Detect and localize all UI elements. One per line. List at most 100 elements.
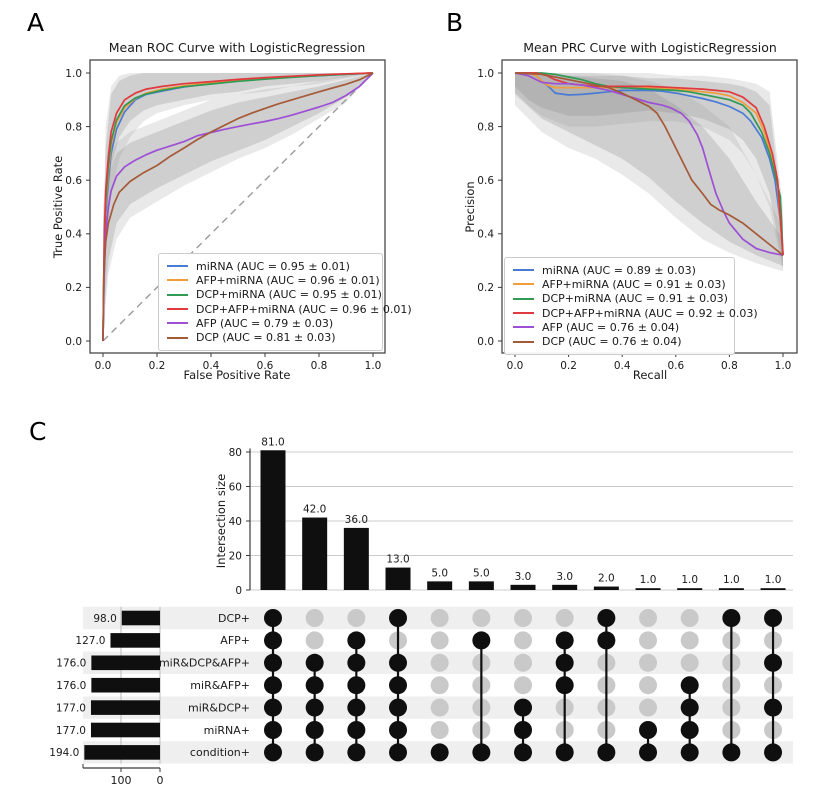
- prc-ytick-label: 0.8: [477, 121, 494, 133]
- roc-ytick-label: 0.2: [65, 282, 82, 294]
- intersection-bar: [343, 527, 369, 590]
- roc-title: Mean ROC Curve with LogisticRegression: [108, 40, 366, 55]
- matrix-dot-inactive: [430, 698, 449, 717]
- intersection-bar-label: 1.0: [640, 574, 657, 586]
- roc-legend-label: miRNA (AUC = 0.95 ± 0.01): [196, 259, 350, 273]
- matrix-dot-active: [430, 743, 449, 762]
- prc-legend-swatch: [513, 326, 534, 329]
- setsize-axis-tick-label: 100: [111, 774, 132, 787]
- intersection-bar: [427, 581, 453, 590]
- matrix-dot-inactive: [514, 609, 533, 627]
- set-size-bar: [91, 677, 160, 693]
- prc-series-line: [515, 72, 784, 256]
- matrix-dot-active: [722, 743, 741, 762]
- prc-series-line: [515, 72, 784, 256]
- prc-legend-swatch: [513, 312, 534, 315]
- matrix-dot-active: [680, 698, 699, 717]
- set-row-label: AFP+: [220, 634, 250, 647]
- intersection-ytick-label: 60: [229, 481, 242, 493]
- matrix-dot-inactive: [347, 609, 366, 627]
- prc-plot: 0.0 0.2 0.4 0.6 0.8 1.0 0.0 0.2 0.4 0.6 0.8 1.0: [477, 59, 798, 372]
- prc-legend-label: DCP+AFP+miRNA (AUC = 0.92 ± 0.03): [542, 306, 758, 320]
- matrix-dot-inactive: [514, 653, 533, 672]
- roc-xaxis-label: False Positive Rate: [183, 368, 291, 382]
- prc-confidence-band: [515, 73, 783, 272]
- set-size-bar: [90, 722, 160, 738]
- roc-xtick-label: 0.2: [149, 360, 166, 372]
- matrix-dot-inactive: [305, 631, 324, 650]
- prc-ytick-label: 1.0: [477, 68, 494, 80]
- set-size-bar: [110, 633, 160, 648]
- roc-legend-swatch: [167, 265, 188, 268]
- set-row-label: condition+: [190, 746, 250, 759]
- intersection-bar-label: 3.0: [556, 571, 573, 583]
- roc-legend-swatch: [167, 279, 188, 282]
- set-row-label: miRNA+: [204, 724, 250, 737]
- matrix-dot-active: [555, 743, 574, 762]
- matrix-dot-active: [764, 653, 783, 672]
- matrix-dot-active: [389, 698, 408, 717]
- prc-legend-label: miRNA (AUC = 0.89 ± 0.03): [542, 263, 696, 277]
- roc-legend-label: DCP (AUC = 0.81 ± 0.03): [196, 331, 336, 345]
- prc-title: Mean PRC Curve with LogisticRegression: [523, 40, 777, 55]
- intersection-bar-label: 42.0: [303, 504, 326, 516]
- prc-legend-label: DCP+miRNA (AUC = 0.91 ± 0.03): [542, 292, 728, 306]
- set-size-label: 98.0: [93, 613, 116, 625]
- intersection-bar: [385, 567, 411, 590]
- prc-legend-swatch: [513, 340, 534, 343]
- roc-confidence-band: [103, 73, 373, 328]
- matrix-dot-active: [389, 743, 408, 762]
- roc-ytick-label: 0.4: [65, 229, 82, 241]
- prc-legend-label: DCP (AUC = 0.76 ± 0.04): [542, 335, 682, 349]
- prc-confidence-band: [515, 73, 783, 272]
- matrix-dot-inactive: [639, 609, 658, 627]
- intersection-bar: [510, 584, 536, 590]
- matrix-dot-active: [597, 743, 616, 762]
- matrix-dot-inactive: [680, 631, 699, 650]
- prc-xtick-label: 0.0: [507, 360, 524, 372]
- roc-xtick-label: 0.4: [203, 360, 220, 372]
- set-size-bar: [91, 655, 160, 671]
- matrix-dot-inactive: [472, 609, 491, 627]
- roc-ytick-label: 0.0: [65, 336, 82, 348]
- roc-ytick-label: 0.8: [65, 121, 82, 133]
- roc-chance-line: [102, 72, 374, 342]
- matrix-dot-inactive: [680, 653, 699, 672]
- intersection-bar-label: 81.0: [261, 436, 284, 448]
- prc-confidence-band: [515, 73, 783, 266]
- matrix-dot-active: [555, 676, 574, 695]
- matrix-dot-active: [347, 698, 366, 717]
- matrix-dot-active: [597, 609, 616, 627]
- matrix-dot-active: [389, 676, 408, 695]
- matrix-dot-active: [305, 676, 324, 695]
- roc-confidence-band: [103, 73, 373, 336]
- matrix-dot-active: [389, 609, 408, 627]
- matrix-dot-active: [680, 743, 699, 762]
- set-row-label: DCP+: [218, 612, 250, 625]
- matrix-dot-active: [347, 653, 366, 672]
- intersection-bar: [635, 588, 661, 590]
- panel-c-label: C: [29, 417, 47, 446]
- set-size-bar: [84, 745, 160, 760]
- set-row-label: miR&AFP+: [190, 679, 250, 692]
- matrix-dot-inactive: [430, 609, 449, 627]
- roc-xtick-label: 0.8: [311, 360, 328, 372]
- roc-legend-entry: AFP+miRNA (AUC = 0.96 ± 0.01): [167, 273, 380, 287]
- intersection-bar-label: 1.0: [681, 574, 698, 586]
- matrix-dot-active: [347, 676, 366, 695]
- matrix-dot-inactive: [514, 676, 533, 695]
- matrix-dot-active: [680, 721, 699, 739]
- roc-ytick-label: 1.0: [65, 68, 82, 80]
- roc-legend-entry: miRNA (AUC = 0.95 ± 0.01): [167, 259, 373, 273]
- roc-legend-entry: DCP+miRNA (AUC = 0.95 ± 0.01): [167, 288, 382, 302]
- set-size-label: 176.0: [56, 658, 86, 670]
- roc-legend-entry: DCP+AFP+miRNA (AUC = 0.96 ± 0.01): [167, 302, 412, 316]
- intersection-bar-label: 3.0: [515, 571, 532, 583]
- roc-legend-entry: AFP (AUC = 0.79 ± 0.03): [167, 316, 373, 330]
- prc-xtick-label: 0.6: [667, 360, 684, 372]
- matrix-dot-active: [264, 653, 282, 672]
- intersection-ytick-label: 80: [229, 447, 242, 459]
- intersection-bar-label: 1.0: [723, 574, 740, 586]
- prc-legend-label: AFP (AUC = 0.76 ± 0.04): [542, 320, 680, 334]
- set-size-label: 176.0: [56, 680, 86, 692]
